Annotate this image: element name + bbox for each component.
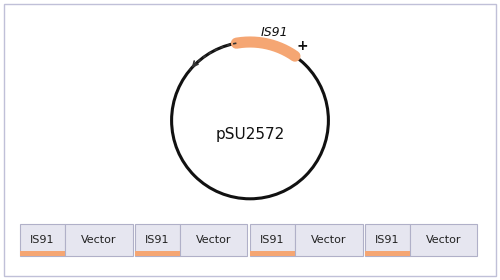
Text: IS91: IS91 xyxy=(260,235,285,245)
Bar xyxy=(250,224,295,256)
Text: IS91: IS91 xyxy=(146,235,170,245)
Text: Vector: Vector xyxy=(311,235,346,245)
Text: IS91: IS91 xyxy=(261,26,289,39)
Bar xyxy=(365,251,410,256)
Text: IS91: IS91 xyxy=(375,235,400,245)
Text: +: + xyxy=(296,39,308,53)
Text: Vector: Vector xyxy=(81,235,116,245)
Bar xyxy=(295,224,362,256)
Bar xyxy=(410,224,478,256)
Text: IS91: IS91 xyxy=(30,235,55,245)
Bar xyxy=(365,224,410,256)
Bar xyxy=(65,224,132,256)
Bar xyxy=(135,224,180,256)
Text: Vector: Vector xyxy=(426,235,462,245)
Text: pSU2572: pSU2572 xyxy=(216,127,284,142)
Bar xyxy=(20,251,65,256)
Bar xyxy=(250,251,295,256)
Bar xyxy=(20,224,65,256)
Text: Vector: Vector xyxy=(196,235,232,245)
Bar xyxy=(135,251,180,256)
Bar xyxy=(180,224,248,256)
